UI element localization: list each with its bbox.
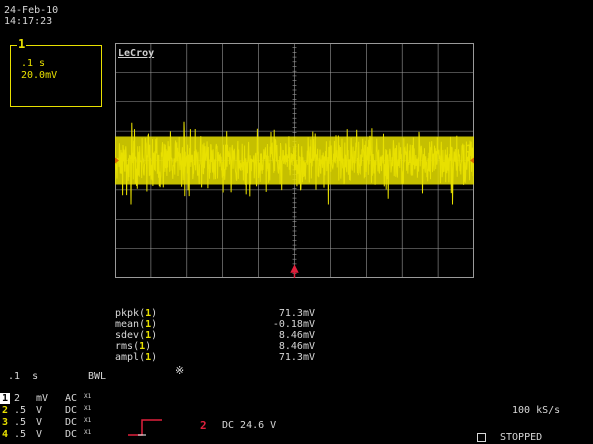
channel-coupling: DC: [65, 429, 78, 440]
trace-volts: 20.0mV: [21, 70, 58, 81]
trigger-info: DC 24.6 V: [222, 420, 277, 431]
channel-coupling: DC: [65, 417, 78, 428]
channel-number: 2: [1, 405, 9, 416]
channel-number: 3: [1, 417, 9, 428]
channel-coupling: AC: [65, 393, 78, 404]
right-offset-marker: [470, 157, 474, 164]
measurement-name: pkpk(1): [115, 308, 158, 319]
bwl-label: BWL: [88, 371, 107, 382]
measurement-name: rms(1): [115, 341, 152, 352]
channel-row-4[interactable]: 4 .5 V DC X1: [0, 429, 110, 440]
trace-descriptor-box[interactable]: 1 .1 s 20.0mV: [10, 37, 102, 107]
channel-unit: mV: [36, 393, 49, 404]
channel-row-2[interactable]: 2 .5 V DC X1: [0, 405, 110, 416]
date-time: 24-Feb-10 14:17:23: [4, 5, 58, 27]
measurement-name: mean(1): [115, 319, 158, 330]
trace-marker-label: 1: [466, 143, 473, 156]
measurement-value: 8.46mV: [278, 341, 315, 352]
channel-unit: V: [36, 405, 43, 416]
channel-number: 1: [0, 393, 10, 404]
sample-rate: 100 kS/s: [512, 405, 561, 416]
channel-volts: 2: [14, 393, 21, 404]
channel-probe: X1: [84, 393, 92, 400]
measurement-value: -0.18mV: [272, 319, 315, 330]
channel-number: 4: [1, 429, 9, 440]
date-text: 24-Feb-10: [4, 5, 59, 16]
channel-row-1[interactable]: 1 2 mV AC X1: [0, 393, 110, 404]
channel-probe: X1: [84, 429, 92, 436]
measurement-value: 8.46mV: [278, 330, 315, 341]
channel-row-3[interactable]: 3 .5 V DC X1: [0, 417, 110, 428]
trace-channel-tag: 1: [17, 37, 27, 51]
measurement-value: 71.3mV: [278, 352, 315, 363]
measurement-value: 71.3mV: [278, 308, 315, 319]
channel-volts: .5: [14, 405, 27, 416]
waveform-trace: [115, 121, 474, 205]
channel-probe: X1: [84, 405, 92, 412]
left-offset-marker: [115, 157, 119, 164]
brand-logo: LeCroy: [118, 48, 155, 59]
channel-unit: V: [36, 429, 43, 440]
measurement-name: ampl(1): [115, 352, 158, 363]
channel-coupling: DC: [65, 405, 78, 416]
channel-probe: X1: [84, 417, 92, 424]
waveform-grid[interactable]: 1: [115, 43, 474, 278]
trigger-edge-icon: [128, 419, 162, 436]
trace-timebase: .1 s: [21, 58, 46, 69]
channel-volts: .5: [14, 429, 27, 440]
trigger-channel: 2: [200, 419, 207, 432]
measurement-name: sdev(1): [115, 330, 158, 341]
trigger-position-marker: [290, 264, 299, 278]
time-text: 14:17:23: [4, 16, 53, 27]
acquisition-status[interactable]: STOPPED: [500, 432, 543, 443]
timebase-label: .1 s: [8, 371, 39, 382]
acquisition-status-icon: [477, 433, 486, 442]
channel-volts: .5: [14, 417, 27, 428]
channel-unit: V: [36, 417, 43, 428]
measurement-asterisk-icon: ※: [175, 364, 185, 377]
